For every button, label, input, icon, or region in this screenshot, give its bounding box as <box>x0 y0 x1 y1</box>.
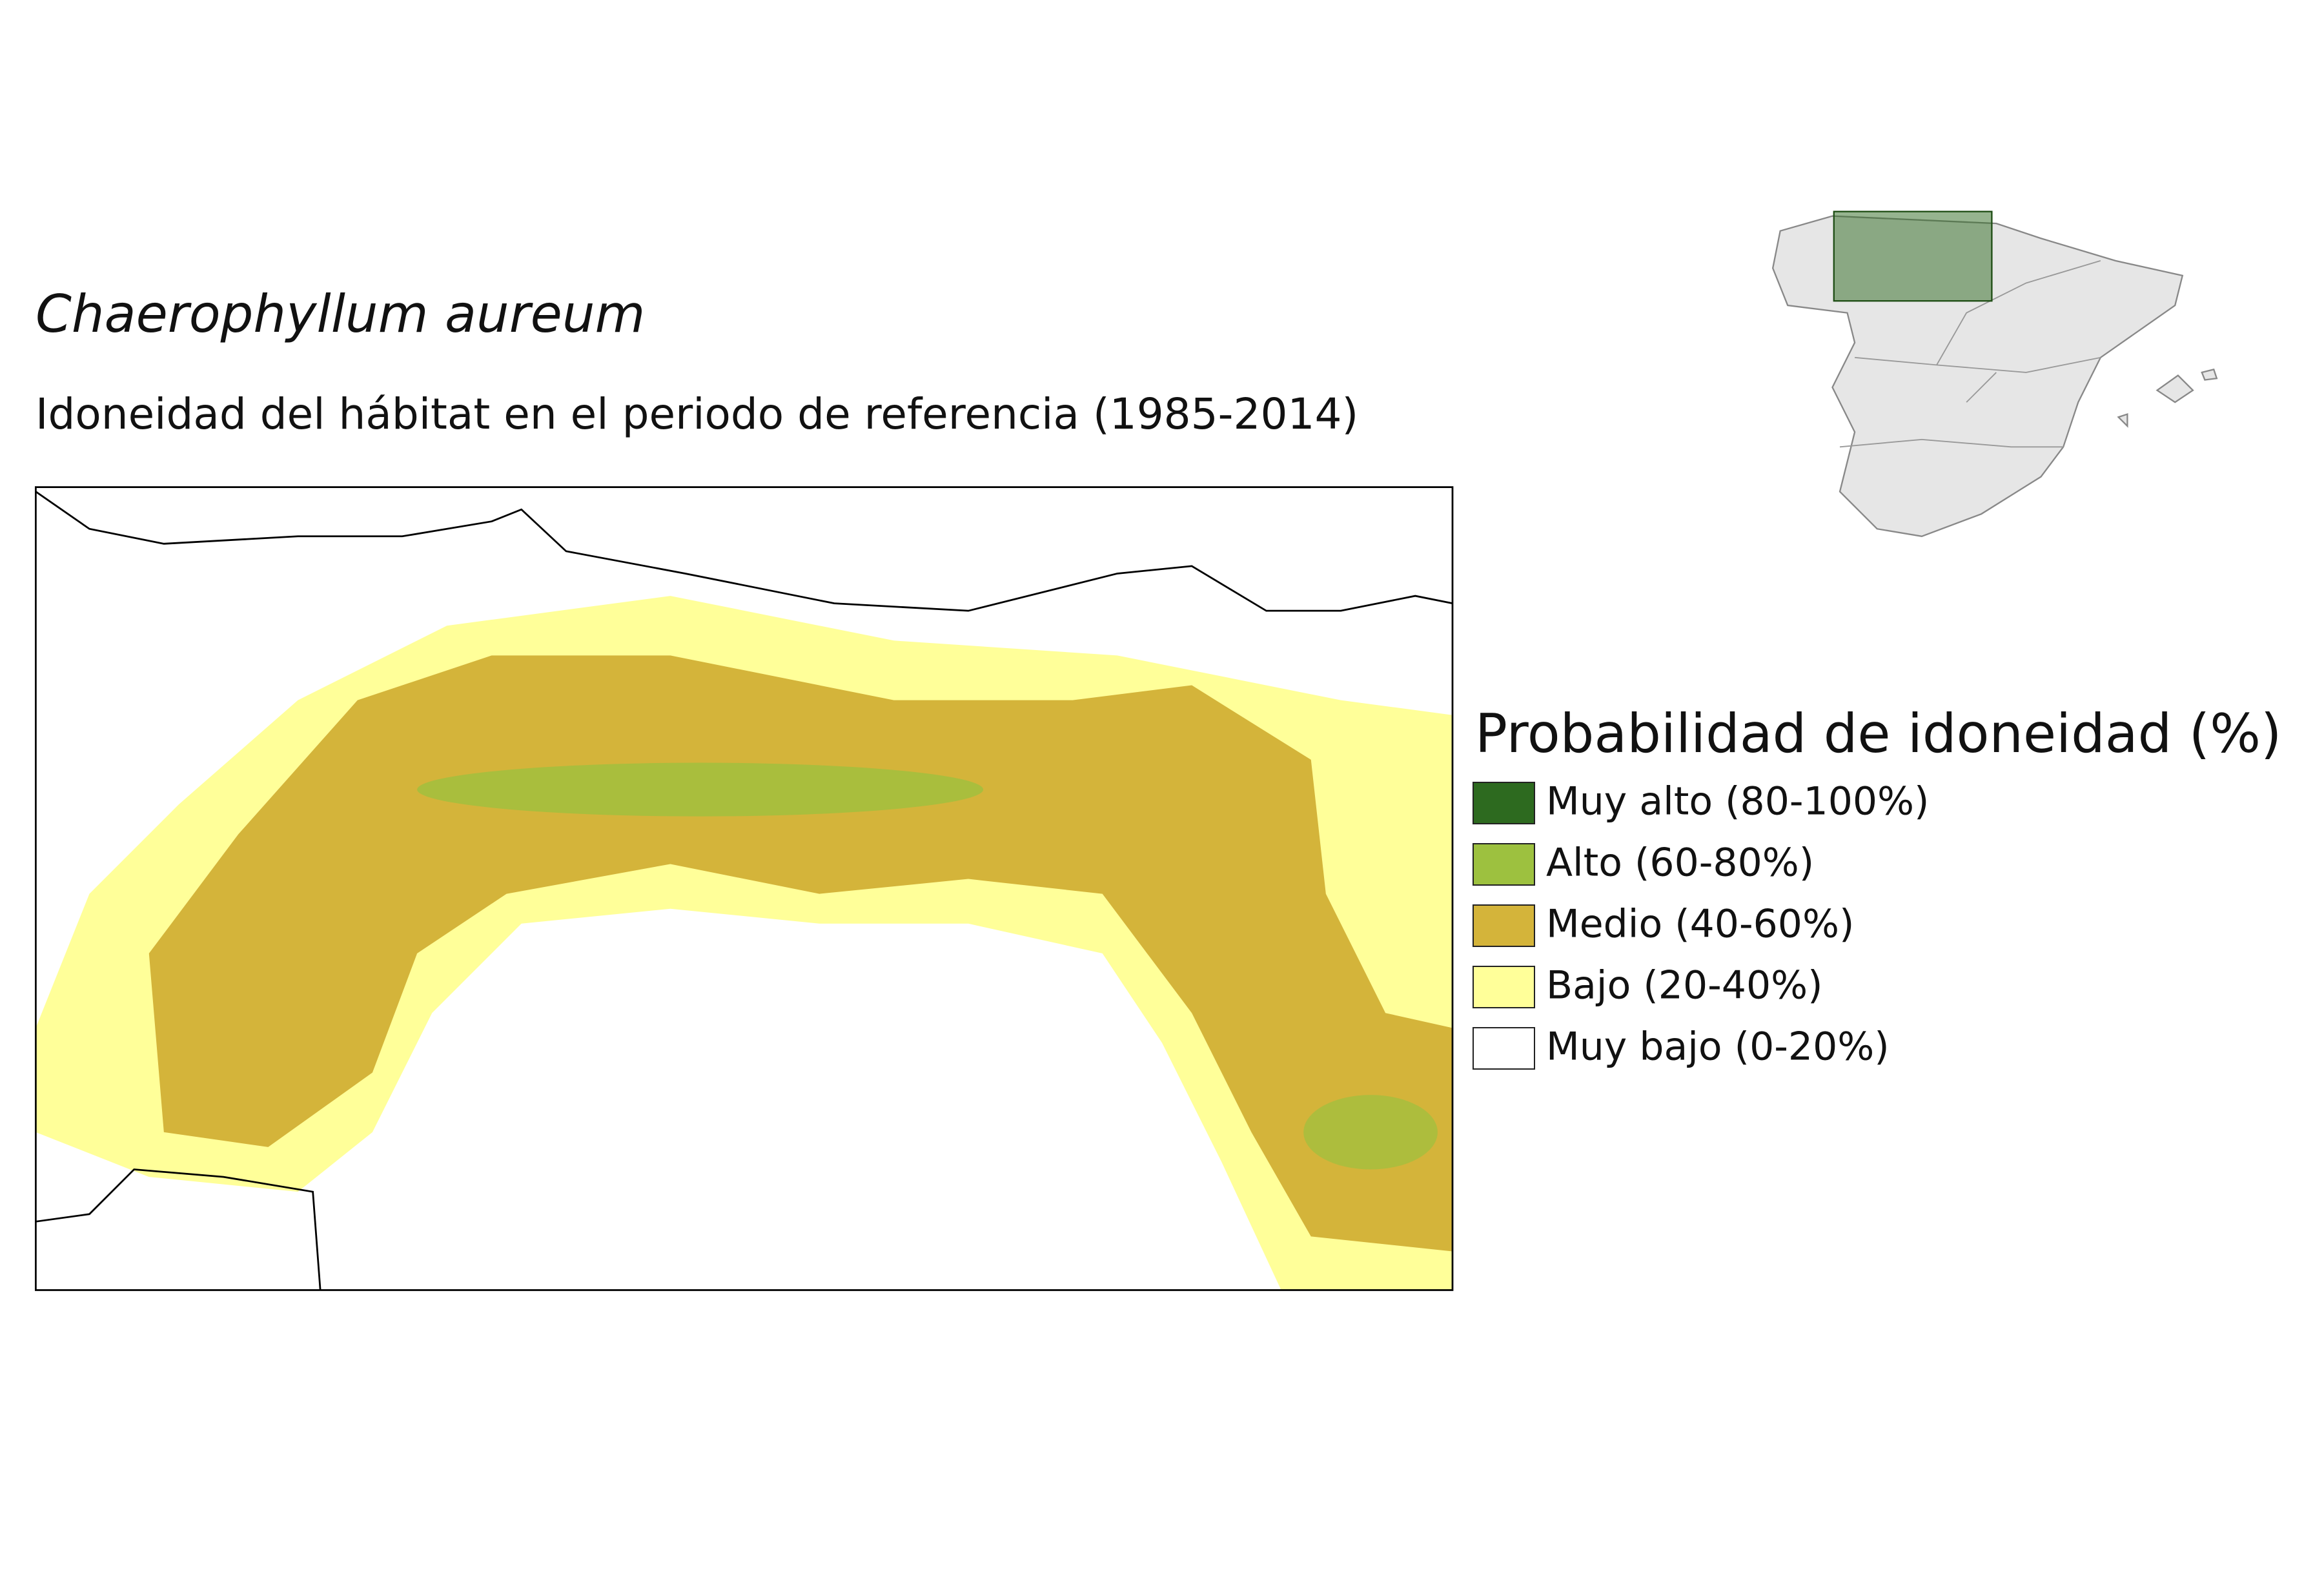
legend-label: Muy alto (80-100%) <box>1546 779 1929 824</box>
legend: Muy alto (80-100%) Alto (60-80%) Medio (40… <box>1473 779 1929 1070</box>
main-map <box>35 210 2218 1291</box>
legend-swatch <box>1473 843 1535 886</box>
legend-swatch <box>1473 966 1535 1008</box>
subtitle: Idoneidad del hábitat en el periodo de r… <box>36 389 1358 439</box>
legend-swatch <box>1473 904 1535 947</box>
legend-title: Probabilidad de idoneidad (%) <box>1475 702 2281 765</box>
high-suitability-area <box>1303 1095 1438 1170</box>
legend-label: Alto (60-80%) <box>1546 840 1814 886</box>
study-area-box <box>1833 210 1993 302</box>
region-borders <box>1839 260 2101 448</box>
map-frame <box>35 486 1454 1291</box>
inset-map <box>1771 210 2218 537</box>
legend-label: Medio (40-60%) <box>1546 902 1854 947</box>
coastline <box>36 491 1453 612</box>
legend-label: Muy bajo (0-20%) <box>1546 1024 1890 1070</box>
high-suitability-area <box>417 762 984 817</box>
legend-label: Bajo (20-40%) <box>1546 963 1823 1008</box>
border <box>36 1168 321 1290</box>
legend-swatch <box>1473 1027 1535 1070</box>
islands <box>2117 368 2218 428</box>
species-title: Chaerophyllum aureum <box>36 284 645 344</box>
legend-swatch <box>1473 782 1535 824</box>
